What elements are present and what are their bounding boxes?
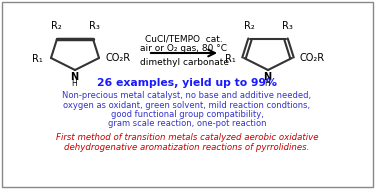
Text: N: N xyxy=(263,72,271,82)
Text: First method of transition metals catalyzed aerobic oxidative: First method of transition metals cataly… xyxy=(56,133,318,142)
Text: N: N xyxy=(70,72,78,82)
Text: CuCl/TEMPO  cat.: CuCl/TEMPO cat. xyxy=(145,35,223,44)
Text: good functional group compatibility,: good functional group compatibility, xyxy=(111,110,263,119)
Text: H: H xyxy=(264,79,270,88)
Text: Non-precious metal catalyst, no base and additive needed,: Non-precious metal catalyst, no base and… xyxy=(62,91,312,100)
Text: gram scale reaction, one-pot reaction: gram scale reaction, one-pot reaction xyxy=(108,119,266,129)
Text: oxygen as oxidant, green solvent, mild reaction condtions,: oxygen as oxidant, green solvent, mild r… xyxy=(63,101,310,109)
Text: air or O₂ gas, 80 °C: air or O₂ gas, 80 °C xyxy=(141,44,228,53)
Text: dehydrogenative aromatization reactions of pyrrolidines.: dehydrogenative aromatization reactions … xyxy=(64,143,310,152)
Text: R₃: R₃ xyxy=(88,21,99,31)
Text: R₂: R₂ xyxy=(244,21,254,31)
Text: R₂: R₂ xyxy=(51,21,62,31)
Text: H: H xyxy=(71,79,77,88)
Text: R₃: R₃ xyxy=(282,21,292,31)
Text: 26 examples, yield up to 99%: 26 examples, yield up to 99% xyxy=(97,78,277,88)
Text: dimethyl carbonate: dimethyl carbonate xyxy=(140,58,228,67)
Text: R₁: R₁ xyxy=(225,54,236,64)
Text: CO₂R: CO₂R xyxy=(106,53,131,63)
Text: CO₂R: CO₂R xyxy=(299,53,324,63)
Text: R₁: R₁ xyxy=(32,54,43,64)
